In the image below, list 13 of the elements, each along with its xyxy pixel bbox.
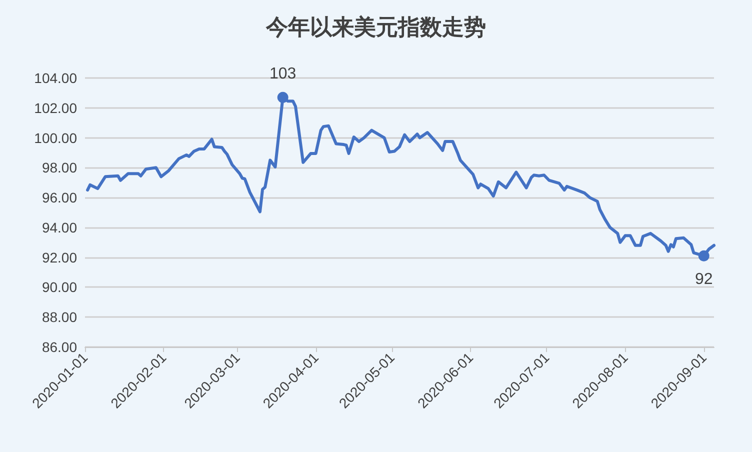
y-tick-label: 90.00 bbox=[42, 279, 78, 296]
y-tick-label: 100.00 bbox=[34, 130, 78, 146]
y-tick-label: 102.00 bbox=[34, 100, 78, 116]
y-tick-label: 92.00 bbox=[42, 249, 78, 266]
data-label: 103 bbox=[269, 65, 296, 82]
y-tick-label: 88.00 bbox=[42, 309, 78, 326]
y-tick-label: 96.00 bbox=[42, 190, 78, 206]
y-tick-label: 104.00 bbox=[34, 70, 78, 86]
y-tick-label: 86.00 bbox=[42, 339, 78, 355]
y-tick-label: 94.00 bbox=[42, 219, 78, 236]
y-tick-label: 98.00 bbox=[42, 160, 78, 176]
data-label: 92 bbox=[694, 270, 713, 288]
chart-title: 今年以来美元指数走势 bbox=[265, 14, 486, 40]
